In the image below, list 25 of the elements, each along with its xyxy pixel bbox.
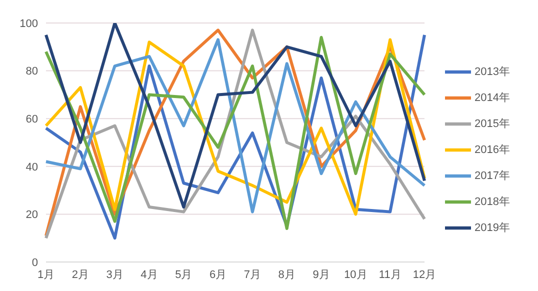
- x-tick-label: 11月: [378, 268, 402, 281]
- y-tick-label: 0: [32, 256, 38, 269]
- legend-label: 2016年: [474, 143, 510, 156]
- legend-label: 2018年: [474, 195, 510, 208]
- legend-label: 2017年: [474, 169, 510, 182]
- legend-label: 2014年: [474, 91, 510, 104]
- x-tick-label: 9月: [312, 268, 330, 281]
- x-tick-label: 10月: [344, 268, 368, 281]
- y-tick-label: 80: [26, 66, 38, 78]
- legend-label: 2013年: [474, 65, 510, 78]
- x-tick-label: 8月: [278, 268, 296, 281]
- x-tick-label: 5月: [175, 268, 192, 281]
- legend-label: 2019年: [474, 221, 510, 234]
- x-tick-label: 6月: [209, 268, 227, 281]
- y-tick-label: 60: [26, 114, 38, 126]
- y-tick-label: 40: [26, 161, 38, 174]
- x-tick-label: 7月: [244, 268, 262, 281]
- y-tick-label: 20: [26, 209, 38, 222]
- x-tick-label: 4月: [140, 268, 158, 281]
- x-tick-label: 3月: [106, 268, 124, 281]
- x-tick-label: 2月: [72, 268, 89, 281]
- x-tick-label: 1月: [37, 268, 55, 281]
- legend-label: 2015年: [474, 117, 510, 130]
- y-tick-label: 100: [20, 18, 38, 30]
- x-tick-label: 12月: [412, 268, 436, 281]
